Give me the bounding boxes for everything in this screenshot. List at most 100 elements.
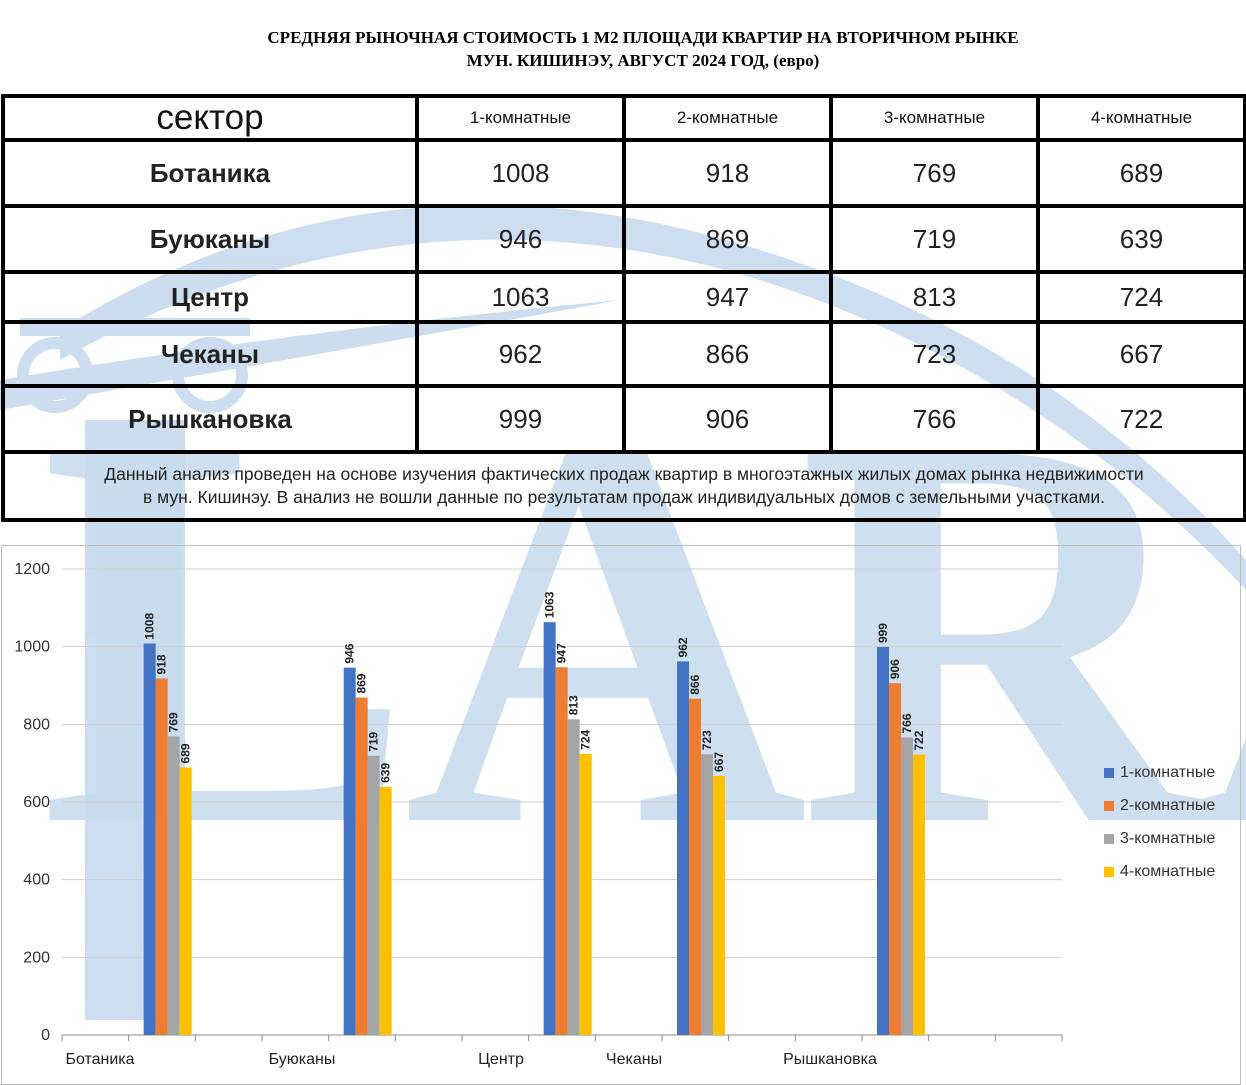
x-category-label: Рышкановка: [783, 1051, 877, 1068]
bar: [877, 647, 889, 1035]
x-category-label: Центр: [478, 1051, 524, 1068]
bar: [677, 661, 689, 1035]
data-label: 906: [888, 659, 902, 679]
legend-swatch: [1104, 800, 1114, 811]
price-cell: 947: [622, 270, 833, 324]
legend-label: 3-комнатные: [1120, 829, 1216, 847]
bar: [367, 755, 380, 1035]
price-table: сектор 1-комнатные 2-комнатные 3-комнатн…: [1, 94, 1246, 522]
y-tick-label: 400: [23, 872, 50, 889]
legend-swatch: [1104, 833, 1114, 844]
legend-item: 1-комнатные: [1104, 756, 1215, 789]
bar: [713, 775, 725, 1035]
sector-name: Центр: [1, 270, 419, 324]
bar: [143, 643, 156, 1035]
y-tick-label: 600: [23, 794, 50, 811]
price-cell: 1008: [415, 138, 626, 208]
legend-item: 4-комнатные: [1104, 855, 1215, 888]
price-cell: 869: [622, 204, 833, 274]
table-note-row: Данный анализ проведен на основе изучени…: [1, 450, 1246, 522]
bar: [889, 683, 901, 1035]
bar: [343, 667, 356, 1035]
data-label: 689: [179, 743, 193, 763]
price-cell: 769: [829, 138, 1040, 208]
page-title-line1: СРЕДНЯЯ РЫНОЧНАЯ СТОИМОСТЬ 1 М2 ПЛОЩАДИ …: [267, 28, 1019, 47]
price-cell: 946: [415, 204, 626, 274]
legend-swatch: [1104, 866, 1114, 877]
data-label: 766: [900, 713, 914, 733]
bar: [355, 697, 368, 1035]
x-category-label: Чеканы: [606, 1051, 662, 1068]
bar: [543, 622, 556, 1035]
header-3-room: 3-комнатные: [829, 94, 1040, 142]
sector-name: Чеканы: [1, 320, 419, 388]
x-category-label: Ботаника: [65, 1051, 134, 1068]
table-header-row: сектор 1-комнатные 2-комнатные 3-комнатн…: [1, 94, 1246, 142]
header-4-room: 4-комнатные: [1036, 94, 1246, 142]
price-cell: 866: [622, 320, 833, 388]
price-cell: 1063: [415, 270, 626, 324]
y-tick-label: 1200: [14, 561, 50, 578]
header-2-room: 2-комнатные: [622, 94, 833, 142]
table-row: Буюканы 946 869 719 639: [1, 204, 1246, 274]
data-label: 947: [555, 643, 569, 663]
table-row: Центр 1063 947 813 724: [1, 270, 1246, 324]
price-cell: 667: [1036, 320, 1246, 388]
data-label: 769: [167, 712, 181, 732]
legend-item: 2-комнатные: [1104, 789, 1215, 822]
price-cell: 766: [829, 384, 1040, 454]
legend-swatch: [1104, 767, 1114, 778]
page-title-line2: МУН. КИШИНЭУ, АВГУСТ 2024 ГОД, (евро): [466, 51, 820, 70]
y-tick-label: 0: [41, 1027, 50, 1044]
sector-name: Буюканы: [1, 204, 419, 274]
chart-legend: 1-комнатные 2-комнатные 3-комнатные 4-ко…: [1104, 756, 1215, 888]
data-label: 946: [343, 643, 357, 663]
analysis-note-line1: Данный анализ проведен на основе изучени…: [104, 464, 1144, 484]
bar: [167, 736, 180, 1035]
bar: [701, 754, 713, 1035]
price-cell: 689: [1036, 138, 1246, 208]
bar: [913, 754, 925, 1035]
price-cell: 999: [415, 384, 626, 454]
data-label: 866: [688, 674, 702, 694]
header-sector: сектор: [1, 94, 419, 142]
legend-item: 3-комнатные: [1104, 822, 1215, 855]
price-cell: 639: [1036, 204, 1246, 274]
bar: [155, 678, 168, 1035]
data-label: 918: [155, 654, 169, 674]
sector-name: Рышкановка: [1, 384, 419, 454]
data-label: 869: [355, 673, 369, 693]
data-label: 1063: [543, 591, 557, 618]
bar: [579, 753, 592, 1035]
price-cell: 723: [829, 320, 1040, 388]
data-label: 723: [700, 730, 714, 750]
y-tick-label: 1000: [14, 639, 50, 656]
analysis-note-line2: в мун. Кишинэу. В анализ не вошли данные…: [142, 487, 1106, 507]
data-label: 999: [876, 623, 890, 643]
data-label: 1008: [143, 613, 157, 640]
y-tick-label: 800: [23, 716, 50, 733]
data-label: 813: [567, 695, 581, 715]
data-label: 722: [912, 730, 926, 750]
bar: [379, 786, 392, 1035]
sector-name: Ботаника: [1, 138, 419, 208]
price-cell: 724: [1036, 270, 1246, 324]
y-tick-label: 200: [23, 949, 50, 966]
bar: [689, 698, 701, 1035]
price-cell: 918: [622, 138, 833, 208]
data-label: 667: [712, 752, 726, 772]
price-cell: 906: [622, 384, 833, 454]
header-1-room: 1-комнатные: [415, 94, 626, 142]
table-row: Рышкановка 999 906 766 722: [1, 384, 1246, 454]
table-row: Чеканы 962 866 723 667: [1, 320, 1246, 388]
data-label: 724: [579, 729, 593, 749]
price-cell: 719: [829, 204, 1040, 274]
legend-label: 1-комнатные: [1120, 763, 1216, 781]
table-row: Ботаника 1008 918 769 689: [1, 138, 1246, 208]
analysis-note: Данный анализ проведен на основе изучени…: [1, 450, 1246, 522]
bar: [901, 737, 913, 1035]
data-label: 639: [379, 763, 393, 783]
bar: [555, 667, 568, 1035]
price-cell: 722: [1036, 384, 1246, 454]
